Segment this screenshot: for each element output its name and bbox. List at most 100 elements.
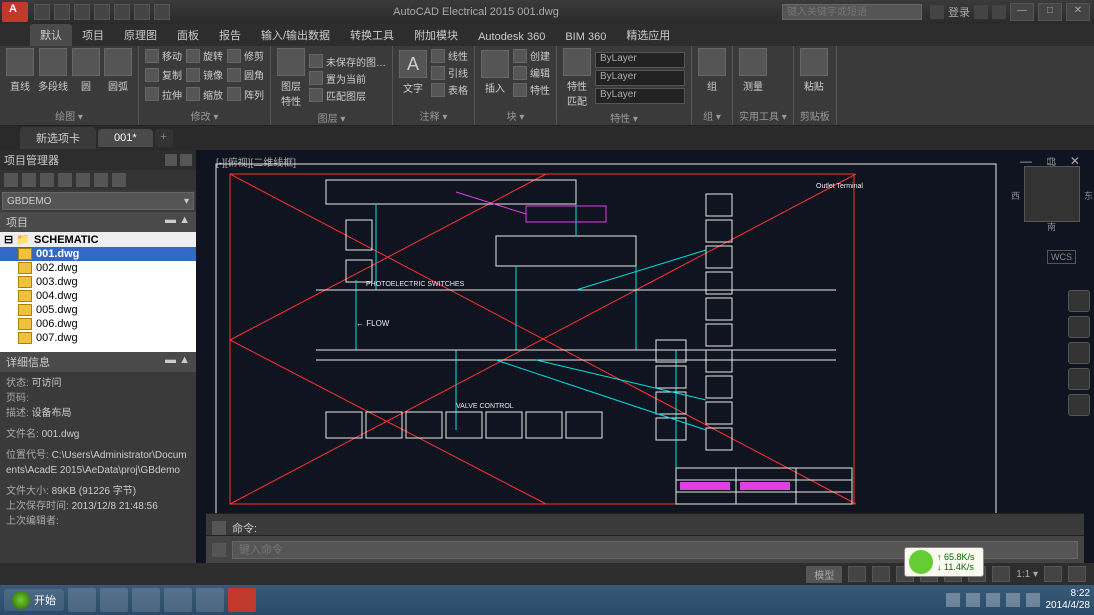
panel-draw-label[interactable]: 绘图 ▾ (6, 106, 132, 123)
status-snap-icon[interactable] (872, 566, 890, 582)
project-tree[interactable]: ⊟ 📁 SCHEMATIC 001.dwg 002.dwg 003.dwg 00… (0, 232, 196, 352)
tab-io[interactable]: 输入/输出数据 (251, 24, 340, 46)
tree-file[interactable]: 004.dwg (0, 289, 196, 303)
edit-block-button[interactable]: 编辑 (513, 65, 550, 80)
start-button[interactable]: 开始 (4, 589, 64, 611)
panel-modify-label[interactable]: 修改 ▾ (145, 106, 264, 123)
nav-orbit-icon[interactable] (1068, 368, 1090, 390)
tab-default[interactable]: 默认 (30, 24, 72, 46)
scale-combo[interactable]: 1:1 ▾ (1016, 569, 1038, 580)
cmd-history-icon[interactable] (212, 521, 226, 535)
status-custom-icon[interactable] (1068, 566, 1086, 582)
circle-button[interactable]: 圆 (72, 48, 100, 93)
pm-new-icon[interactable] (4, 173, 18, 187)
exchange-icon[interactable] (974, 5, 988, 19)
nav-showmotion-icon[interactable] (1068, 394, 1090, 416)
tree-file[interactable]: 007.dwg (0, 331, 196, 345)
stretch-button[interactable]: 拉伸 (145, 87, 182, 102)
status-grid-icon[interactable] (848, 566, 866, 582)
leader-button[interactable]: 引线 (431, 65, 468, 80)
arc-button[interactable]: 圆弧 (104, 48, 132, 93)
measure-button[interactable]: 测量 (739, 48, 767, 93)
rotate-button[interactable]: 旋转 (186, 48, 223, 63)
trim-button[interactable]: 修剪 (227, 48, 264, 63)
qat-new-icon[interactable] (34, 4, 50, 20)
clock[interactable]: 8:22 2014/4/28 (1046, 588, 1091, 612)
tree-root[interactable]: ⊟ 📁 SCHEMATIC (0, 232, 196, 247)
task-icon[interactable] (68, 588, 96, 612)
panel-block-label[interactable]: 块 ▾ (481, 106, 550, 123)
tab-report[interactable]: 报告 (209, 24, 251, 46)
app-logo-icon[interactable] (2, 2, 28, 22)
qat-redo-icon[interactable] (114, 4, 130, 20)
tree-file[interactable]: 001.dwg (0, 247, 196, 261)
tab-featured[interactable]: 精选应用 (616, 24, 680, 46)
layer-state-combo[interactable]: 未保存的图… (309, 54, 386, 69)
qat-save-icon[interactable] (74, 4, 90, 20)
nav-wheel-icon[interactable] (1068, 290, 1090, 312)
copy-button[interactable]: 复制 (145, 67, 182, 82)
mirror-button[interactable]: 镜像 (186, 67, 223, 82)
match-layer-button[interactable]: 匹配图层 (309, 88, 386, 103)
paste-button[interactable]: 粘贴 (800, 48, 828, 93)
tab-a360[interactable]: Autodesk 360 (468, 28, 555, 46)
create-block-button[interactable]: 创建 (513, 48, 550, 63)
status-lwt-icon[interactable] (992, 566, 1010, 582)
task-icon[interactable] (196, 588, 224, 612)
tab-project[interactable]: 项目 (72, 24, 114, 46)
cmd-prompt-icon[interactable] (212, 543, 226, 557)
help-search-input[interactable] (782, 4, 922, 20)
tray-icon[interactable] (986, 593, 1000, 607)
panel-props-label[interactable]: 特性 ▾ (563, 108, 685, 125)
layer-props-button[interactable]: 图层 特性 (277, 48, 305, 108)
tab-start-page[interactable]: 新选项卡 (20, 127, 96, 149)
match-props-button[interactable]: 特性 匹配 (563, 48, 591, 108)
array-button[interactable]: 阵列 (227, 87, 264, 102)
task-icon[interactable] (164, 588, 192, 612)
text-button[interactable]: A文字 (399, 50, 427, 95)
task-icon[interactable] (132, 588, 160, 612)
section-project[interactable]: 项目▬ ▲ (0, 212, 196, 232)
tab-panel[interactable]: 面板 (167, 24, 209, 46)
qat-undo-icon[interactable] (94, 4, 110, 20)
view-cube[interactable]: 北 南 西 东 (1024, 166, 1080, 222)
set-current-button[interactable]: 置为当前 (309, 71, 386, 86)
qat-more-icon[interactable] (154, 4, 170, 20)
project-combo[interactable]: GBDEMO▾ (2, 192, 194, 210)
tab-bim360[interactable]: BIM 360 (555, 28, 616, 46)
block-props-button[interactable]: 特性 (513, 82, 550, 97)
tree-file[interactable]: 003.dwg (0, 275, 196, 289)
new-tab-button[interactable]: + (155, 129, 173, 147)
pm-settings-icon[interactable] (94, 173, 108, 187)
group-button[interactable]: 组 (698, 48, 726, 93)
qat-print-icon[interactable] (134, 4, 150, 20)
linear-dim-button[interactable]: 线性 (431, 48, 468, 63)
nav-pan-icon[interactable] (1068, 316, 1090, 338)
tab-schematic[interactable]: 原理图 (114, 24, 167, 46)
panel-util-label[interactable]: 实用工具 ▾ (739, 106, 787, 123)
signin-label[interactable]: 登录 (948, 4, 970, 20)
qat-open-icon[interactable] (54, 4, 70, 20)
drawing-canvas[interactable]: [-][俯视][二维线框] — □ ✕ PHOTOELECTR (196, 150, 1094, 563)
palette-close-icon[interactable] (180, 154, 192, 166)
color-combo[interactable]: ByLayer (595, 52, 685, 68)
polyline-button[interactable]: 多段线 (38, 48, 68, 93)
model-tab[interactable]: 模型 (806, 566, 842, 583)
task-autocad[interactable] (228, 588, 256, 612)
task-icon[interactable] (100, 588, 128, 612)
maximize-button[interactable]: □ (1038, 3, 1062, 21)
fillet-button[interactable]: 圆角 (227, 67, 264, 82)
scale-button[interactable]: 缩放 (186, 87, 223, 102)
tree-file[interactable]: 005.dwg (0, 303, 196, 317)
panel-annot-label[interactable]: 注释 ▾ (399, 106, 468, 123)
lineweight-combo[interactable]: ByLayer (595, 70, 685, 86)
pm-publish-icon[interactable] (76, 173, 90, 187)
tray-icon[interactable] (966, 593, 980, 607)
pm-save-icon[interactable] (40, 173, 54, 187)
pm-refresh-icon[interactable] (58, 173, 72, 187)
tray-network-icon[interactable] (1026, 593, 1040, 607)
move-button[interactable]: 移动 (145, 48, 182, 63)
section-details[interactable]: 详细信息▬ ▲ (0, 352, 196, 372)
status-gear-icon[interactable] (1044, 566, 1062, 582)
wcs-label[interactable]: WCS (1047, 250, 1076, 264)
